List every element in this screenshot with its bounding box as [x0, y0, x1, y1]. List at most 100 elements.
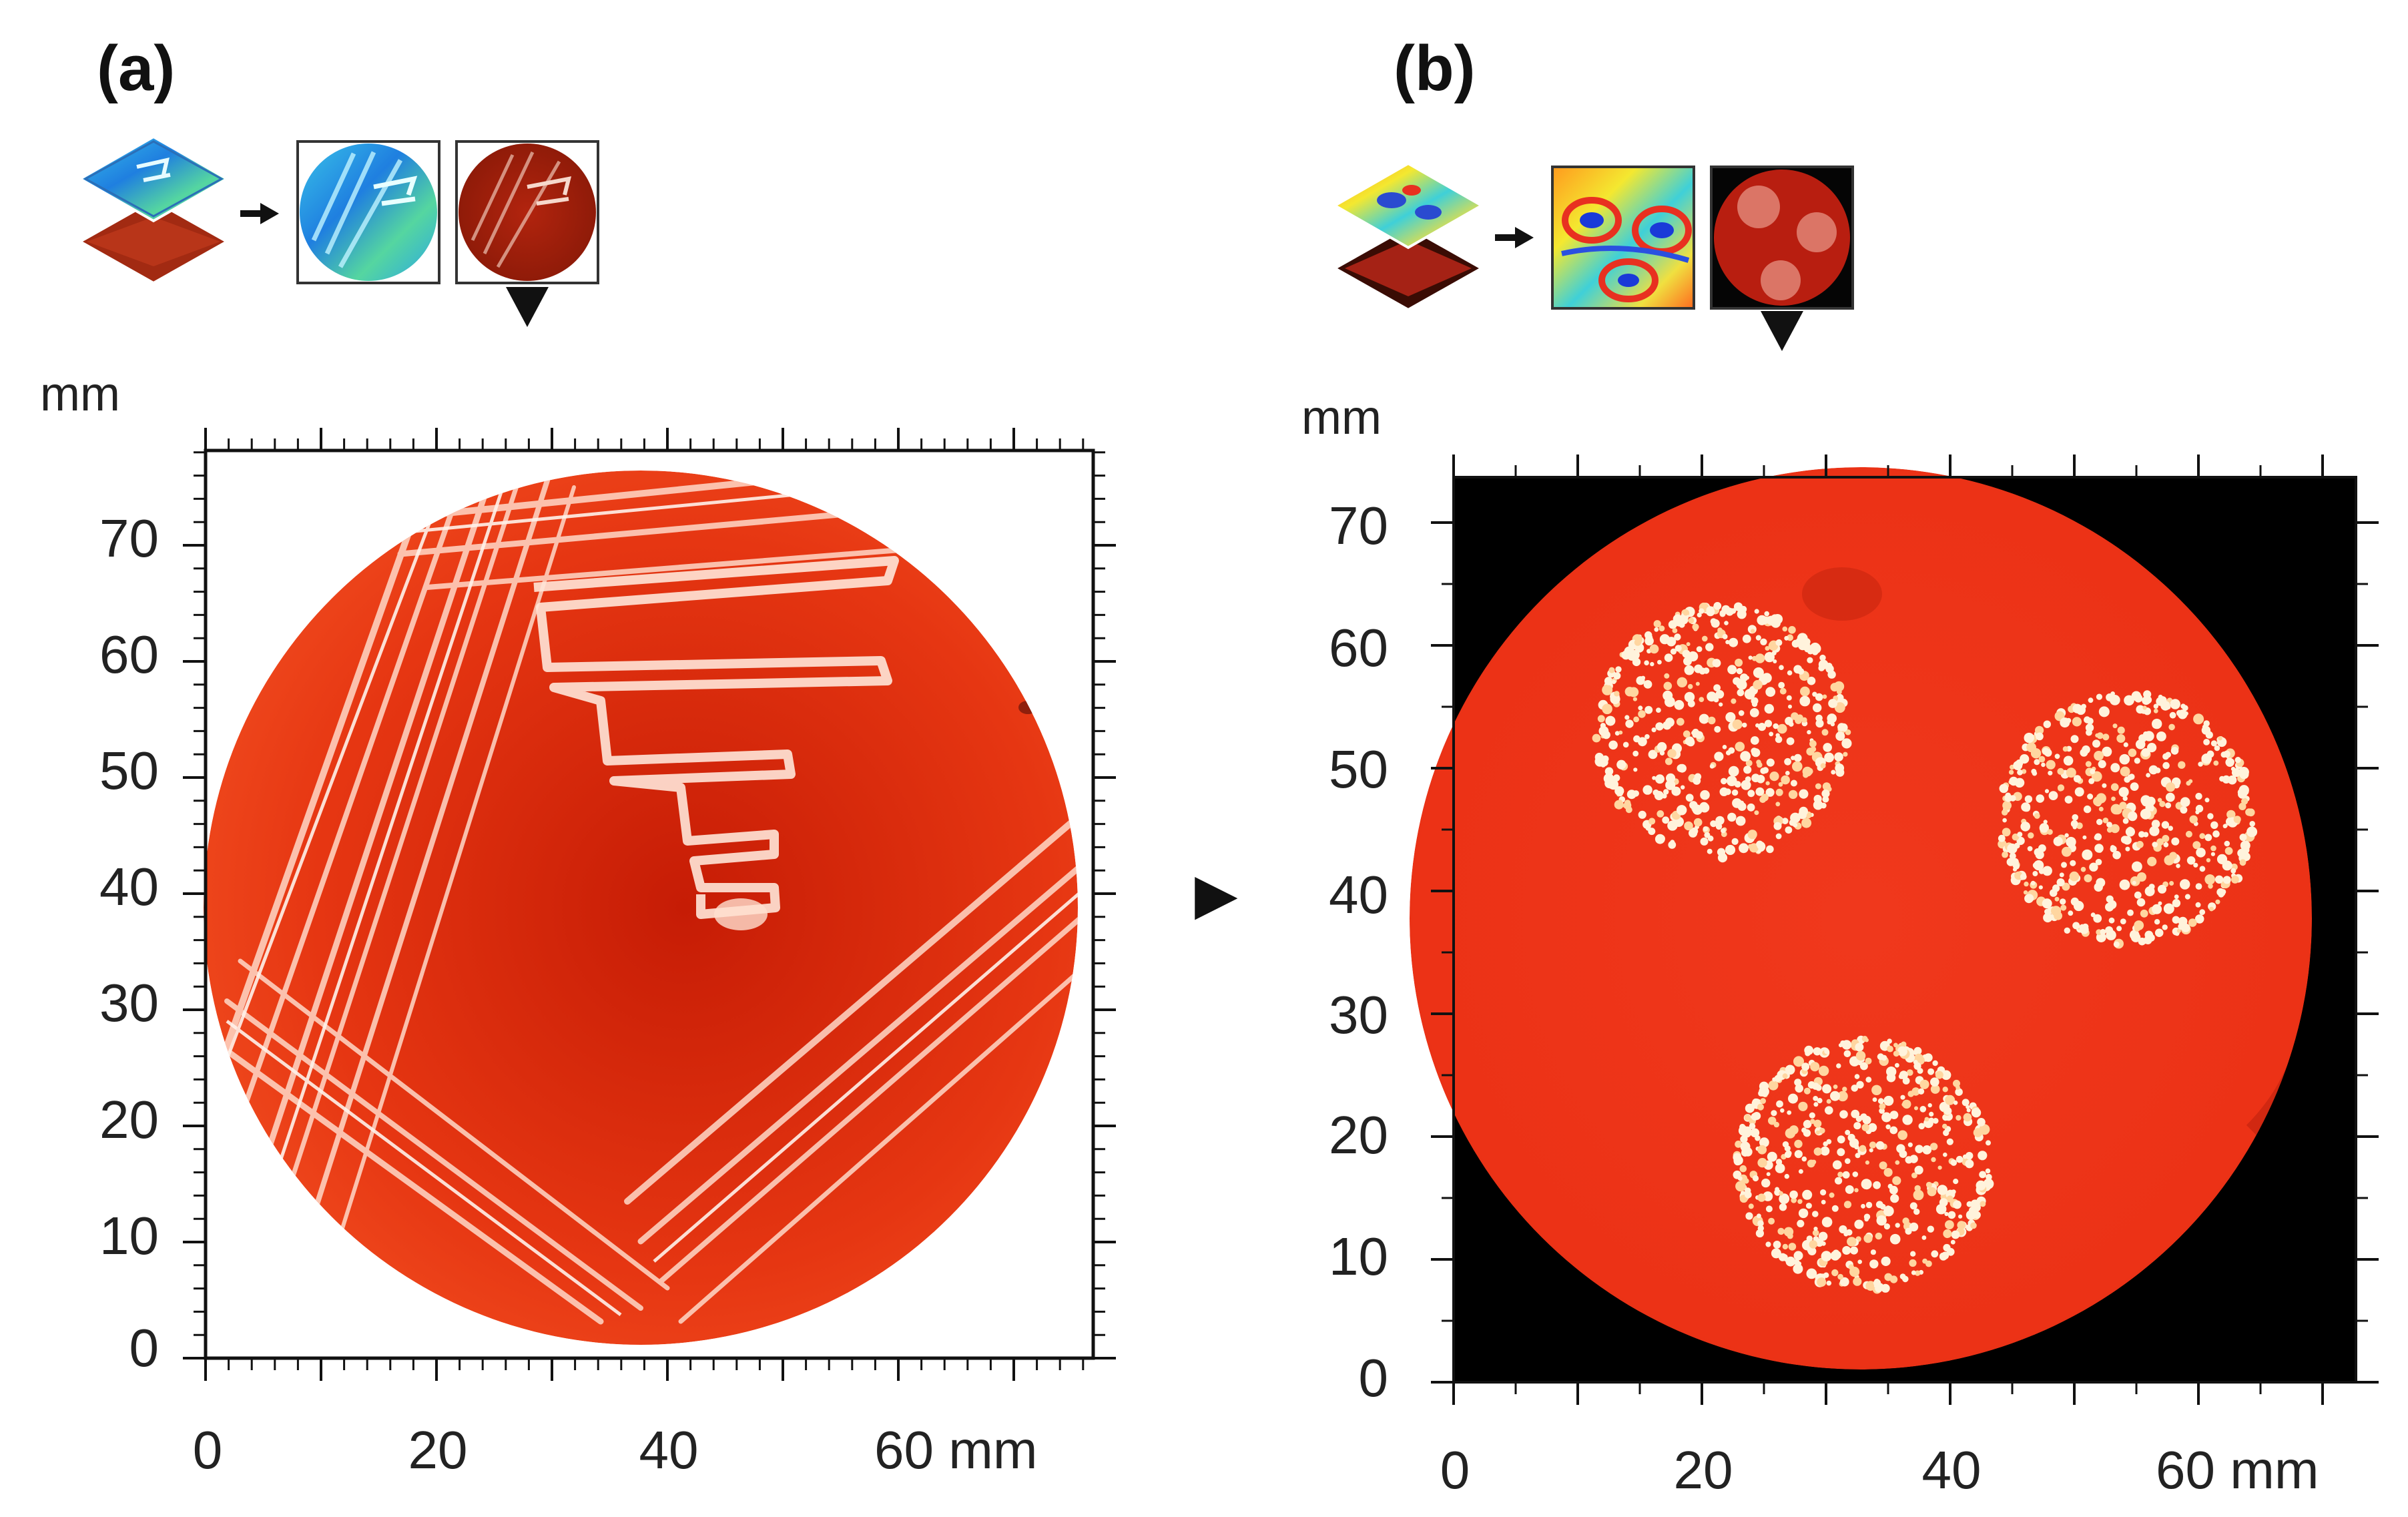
colony-dot: [1868, 1123, 1877, 1132]
colony-dot: [2095, 858, 2102, 866]
colony-dot: [2237, 789, 2244, 796]
colony-dot: [1725, 788, 1731, 796]
colony-dot: [1825, 665, 1834, 673]
colony-dot: [1784, 635, 1789, 641]
colony-dot: [2207, 813, 2214, 820]
colony-dot: [1886, 1067, 1897, 1077]
colony-dot: [2072, 814, 2078, 821]
colony-dot: [1873, 1279, 1881, 1287]
colony-dot: [2178, 761, 2186, 769]
colony-dot: [1955, 1085, 1960, 1090]
colony-dot: [2209, 906, 2214, 912]
colony-dot: [1849, 1246, 1858, 1255]
arrow-right-icon: [240, 203, 279, 224]
colony-dot: [1801, 1063, 1810, 1071]
colony-dot: [1801, 1156, 1807, 1162]
colony-dot: [1843, 1201, 1852, 1209]
colony-dot: [1615, 666, 1622, 673]
colony-dot: [1927, 1187, 1937, 1197]
colony-dot: [2176, 928, 2181, 933]
colony-dot: [1854, 1074, 1860, 1079]
colony-dot: [2119, 753, 2130, 765]
colony-dot: [2096, 818, 2103, 826]
colony-dot: [1757, 1213, 1761, 1219]
colony-dot: [1902, 1115, 1913, 1125]
colony-dot: [2171, 837, 2180, 846]
colony-dot: [1699, 713, 1709, 724]
panel-a-x-tick-label: 40: [639, 1420, 699, 1480]
colony-dot: [2199, 833, 2206, 840]
colony-dot: [1743, 766, 1752, 774]
colony-dot: [1793, 1263, 1803, 1274]
colony-dot: [1638, 705, 1643, 711]
colony-dot: [2204, 834, 2212, 842]
colony-dot: [1779, 1191, 1783, 1196]
colony-dot: [1602, 703, 1612, 715]
colony-dot: [2030, 880, 2036, 886]
colony-dot: [1754, 810, 1759, 816]
colony-dot: [1773, 822, 1782, 830]
colony-dot: [1707, 716, 1716, 725]
colony-dot: [1842, 1087, 1847, 1092]
colony-dot: [2020, 822, 2030, 832]
panel-a-x-tick-label: 20: [408, 1420, 468, 1480]
colony-dot: [2226, 810, 2236, 820]
colony-dot: [1725, 844, 1736, 856]
colony-dot: [1742, 634, 1751, 643]
colony-dot: [1695, 681, 1700, 686]
panel-b-x-tick-label: 0: [1440, 1440, 1470, 1500]
colony-dot: [2068, 910, 2074, 916]
colony-dot: [2036, 732, 2044, 741]
colony-dot: [1837, 1148, 1845, 1157]
colony-dot: [1817, 1277, 1827, 1287]
colony-dot: [2073, 900, 2084, 912]
colony-dot: [2046, 760, 2056, 770]
panel-a-y-tick-label: 30: [99, 973, 159, 1032]
colony-dot: [2231, 876, 2239, 884]
colony-dot: [1674, 633, 1681, 641]
colony-dot: [1754, 609, 1759, 614]
colony-dot: [1612, 774, 1620, 782]
colony-dot: [2135, 739, 2146, 749]
colony-dot: [1760, 638, 1767, 645]
colony-dot: [1665, 757, 1673, 766]
panel-b-label: (b): [1394, 33, 1476, 104]
colony-dot: [2180, 797, 2190, 807]
colony-dot: [2138, 831, 2145, 838]
colony-dot: [1826, 1139, 1832, 1145]
colony-dot: [2204, 874, 2215, 885]
colony-dot: [2089, 862, 2098, 872]
selection-pointer-icon: [506, 287, 549, 327]
colony-dot: [2002, 851, 2009, 858]
colony-dot: [1958, 1214, 1963, 1219]
colony-dot: [1721, 778, 1727, 785]
colony-dot: [1592, 733, 1601, 743]
colony-dot: [1789, 1125, 1799, 1135]
colony-dot: [2027, 846, 2033, 852]
colony-dot: [1757, 1220, 1764, 1227]
colony-dot: [1836, 1063, 1841, 1069]
colony-dot: [2153, 708, 2158, 713]
colony-dot: [1655, 774, 1665, 784]
colony-dot: [1650, 661, 1654, 667]
colony-dot: [1843, 1050, 1851, 1058]
colony-dot: [1921, 1235, 1927, 1240]
panel-a-y-tick-label: 10: [99, 1206, 159, 1265]
colony-dot: [2070, 820, 2078, 828]
colony-dot: [2239, 834, 2247, 842]
colony-dot: [1905, 1227, 1912, 1235]
colony-dot: [1884, 1273, 1893, 1281]
colony-dot: [1776, 1100, 1783, 1108]
colony-dot: [2002, 818, 2007, 823]
colony-dot: [1943, 1107, 1952, 1115]
colony-dot: [2165, 792, 2175, 802]
colony-dot: [1799, 806, 1808, 816]
colony-dot: [1875, 1232, 1882, 1240]
colony-dot: [2048, 770, 2053, 776]
colony-dot: [1876, 1215, 1887, 1226]
colony-dot: [1854, 1188, 1859, 1193]
colony-dot: [1714, 751, 1724, 762]
colony-dot: [1731, 698, 1737, 704]
colony-dot: [1699, 608, 1705, 614]
